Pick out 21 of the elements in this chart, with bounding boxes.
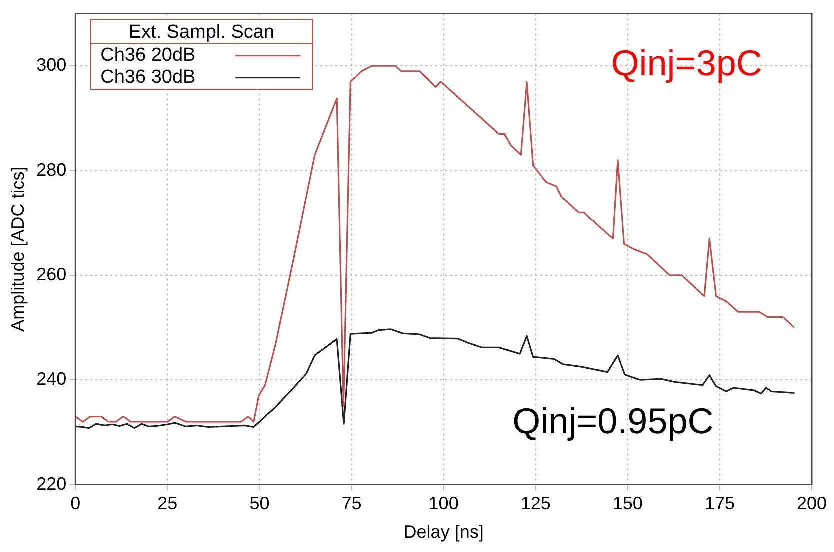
- y-axis-title: Amplitude [ADC tics]: [8, 166, 28, 332]
- y-tick-label: 220: [36, 474, 67, 494]
- y-tick-label: 300: [36, 55, 67, 76]
- x-tick-label: 0: [70, 494, 81, 514]
- annotation: Qinj=3pC: [611, 42, 762, 84]
- legend-label: Ch36 20dB: [100, 45, 196, 66]
- x-tick-label: 50: [250, 494, 270, 514]
- annotation: Qinj=0.95pC: [512, 400, 714, 442]
- legend-title: Ext. Sampl. Scan: [128, 22, 274, 44]
- x-axis-title: Delay [ns]: [404, 522, 484, 542]
- y-tick-label: 240: [36, 369, 67, 390]
- y-tick-label: 260: [36, 264, 67, 284]
- legend-label: Ch36 30dB: [100, 67, 196, 88]
- x-tick-label: 125: [520, 494, 551, 514]
- y-tick-label: 280: [36, 160, 67, 180]
- x-tick-label: 25: [158, 494, 178, 514]
- x-tick-label: 175: [704, 494, 735, 514]
- x-tick-label: 75: [342, 494, 362, 514]
- x-tick-label: 150: [612, 494, 643, 514]
- x-tick-label: 100: [428, 494, 459, 514]
- x-tick-label: 200: [796, 494, 828, 514]
